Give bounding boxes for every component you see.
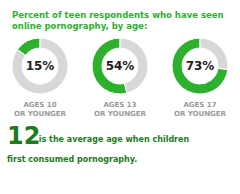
svg-text:first consumed pornography.: first consumed pornography. bbox=[7, 155, 137, 164]
svg-text:OR YOUNGER: OR YOUNGER bbox=[174, 110, 227, 118]
svg-text:Percent of teen respondents wh: Percent of teen respondents who have see… bbox=[12, 10, 224, 20]
svg-text:is the average age when childr: is the average age when children bbox=[36, 135, 189, 144]
svg-text:12: 12 bbox=[7, 122, 41, 150]
svg-text:73%: 73% bbox=[186, 59, 215, 73]
svg-text:15%: 15% bbox=[26, 59, 55, 73]
svg-text:OR YOUNGER: OR YOUNGER bbox=[14, 110, 67, 118]
svg-text:online pornography, by age:: online pornography, by age: bbox=[12, 21, 147, 31]
svg-text:AGES 17: AGES 17 bbox=[183, 101, 216, 109]
svg-text:OR YOUNGER: OR YOUNGER bbox=[94, 110, 147, 118]
svg-text:AGES 13: AGES 13 bbox=[103, 101, 136, 109]
svg-text:AGES 10: AGES 10 bbox=[23, 101, 56, 109]
svg-text:54%: 54% bbox=[106, 59, 135, 73]
